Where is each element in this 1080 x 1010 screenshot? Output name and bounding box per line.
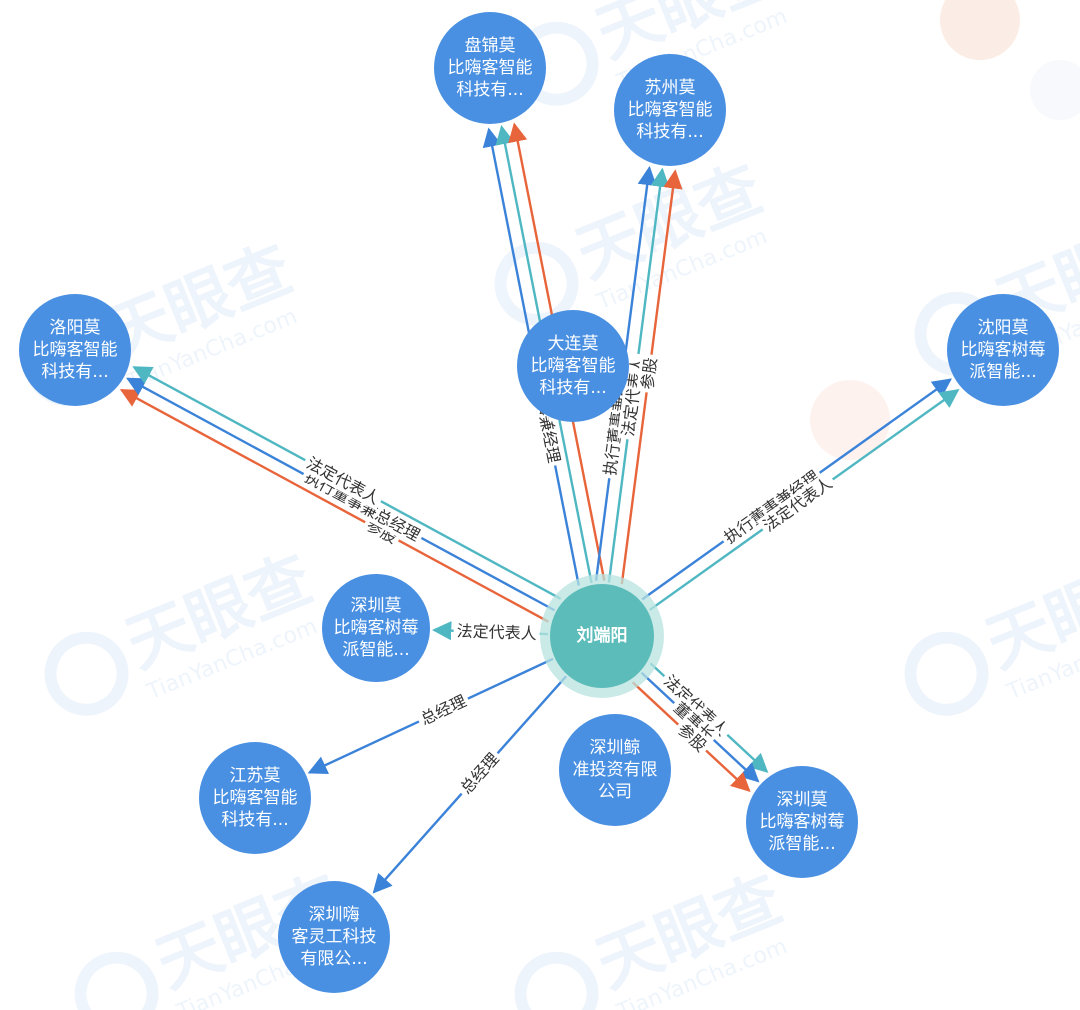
edge-label-text: 法定代表人 <box>456 621 537 643</box>
company-name-line: 比嗨客树莓 <box>760 812 845 832</box>
background-deco <box>940 0 1020 60</box>
edge-label-bg <box>667 695 721 748</box>
person-name: 刘端阳 <box>577 625 628 646</box>
background-deco <box>810 380 890 460</box>
company-node-circle[interactable] <box>434 12 546 124</box>
company-name-line: 深圳鲸 <box>590 738 641 758</box>
edge-label-bg <box>300 450 386 511</box>
company-node-circle[interactable] <box>614 54 726 166</box>
watermark-emblem-icon <box>44 631 129 716</box>
company-name-line: 派智能... <box>969 362 1036 382</box>
company-name-line: 苏州莫 <box>645 78 696 98</box>
edge-label-text: 总经理 <box>418 691 470 729</box>
background-deco <box>1030 60 1080 120</box>
company-node-circle[interactable] <box>199 742 311 854</box>
edge-label-bg <box>671 716 714 759</box>
watermark-emblem-icon <box>514 951 599 1010</box>
person-node[interactable]: 刘端阳 <box>540 574 664 698</box>
company-node-circle[interactable] <box>517 310 629 422</box>
company-name-line: 比嗨客智能 <box>33 340 118 360</box>
company-name-line: 比嗨客树莓 <box>334 618 419 638</box>
company-name-line: 派智能... <box>768 834 835 854</box>
edge-label-bg <box>414 689 473 731</box>
edge-label-suzhou-invest: 参股 <box>636 353 662 394</box>
company-node-dalian[interactable]: 大连莫比嗨客智能科技有... <box>517 310 629 422</box>
company-name-line: 比嗨客智能 <box>531 356 616 376</box>
company-name-line: 准投资有限 <box>573 760 658 780</box>
edge-label-jiangsu-manager: 总经理 <box>414 689 473 731</box>
edge-label-bg <box>717 464 826 550</box>
company-name-line: 深圳莫 <box>351 596 402 616</box>
edge-luoyang-invest[interactable] <box>119 388 549 623</box>
company-node-szmobi2[interactable]: 深圳莫比嗨客树莓派智能... <box>746 766 858 878</box>
company-name-line: 比嗨客智能 <box>448 58 533 78</box>
company-name-line: 科技有... <box>636 122 703 142</box>
edge-label-szhai-manager: 总经理 <box>453 746 506 801</box>
company-node-circle[interactable] <box>746 766 858 878</box>
edge-label-text: 参股 <box>638 356 661 390</box>
company-node-circle[interactable] <box>322 574 430 682</box>
company-name-line: 客灵工科技 <box>292 927 377 947</box>
company-node-jiangsu[interactable]: 江苏莫比嗨客智能科技有... <box>199 742 311 854</box>
company-name-line: 深圳嗨 <box>309 905 360 925</box>
company-name-line: 深圳莫 <box>777 790 828 810</box>
company-name-line: 比嗨客树莓 <box>961 340 1046 360</box>
company-name-line: 江苏莫 <box>230 766 281 786</box>
company-name-line: 盘锦莫 <box>465 36 516 56</box>
person-node-circle[interactable] <box>550 584 654 688</box>
company-name-line: 科技有... <box>456 80 523 100</box>
company-name-line: 大连莫 <box>548 334 599 354</box>
company-node-szmobi1[interactable]: 深圳莫比嗨客树莓派智能... <box>322 574 430 682</box>
company-node-luoyang[interactable]: 洛阳莫比嗨客智能科技有... <box>19 294 131 406</box>
edge-label-text: 总经理 <box>457 749 503 797</box>
edge-label-bg <box>636 353 662 394</box>
company-name-line: 科技有... <box>539 378 606 398</box>
edge-label-szmobi1-legal: 法定代表人 <box>453 620 541 645</box>
company-node-circle[interactable] <box>19 294 131 406</box>
company-name-line: 比嗨客智能 <box>628 100 713 120</box>
company-name-line: 科技有... <box>221 810 288 830</box>
company-node-circle[interactable] <box>947 294 1059 406</box>
company-name-line: 公司 <box>598 782 632 802</box>
watermark-emblem-icon <box>74 951 159 1010</box>
company-node-szhai[interactable]: 深圳嗨客灵工科技有限公... <box>278 881 390 993</box>
company-node-circle[interactable] <box>559 714 671 826</box>
edge-label-bg <box>453 620 541 645</box>
company-node-shenyang[interactable]: 沈阳莫比嗨客树莓派智能... <box>947 294 1059 406</box>
company-node-panjin[interactable]: 盘锦莫比嗨客智能科技有... <box>434 12 546 124</box>
watermark-emblem-icon <box>904 631 989 716</box>
company-name-line: 洛阳莫 <box>50 318 101 338</box>
edge-label-bg <box>453 746 506 801</box>
edge-label-bg <box>657 668 735 743</box>
edge-label-bg <box>756 470 839 538</box>
company-name-line: 比嗨客智能 <box>213 788 298 808</box>
company-name-line: 沈阳莫 <box>978 318 1029 338</box>
company-name-line: 科技有... <box>41 362 108 382</box>
company-node-circle[interactable] <box>278 881 390 993</box>
company-name-line: 有限公... <box>300 949 367 969</box>
company-name-line: 派智能... <box>342 640 409 660</box>
company-node-suzhou[interactable]: 苏州莫比嗨客智能科技有... <box>614 54 726 166</box>
